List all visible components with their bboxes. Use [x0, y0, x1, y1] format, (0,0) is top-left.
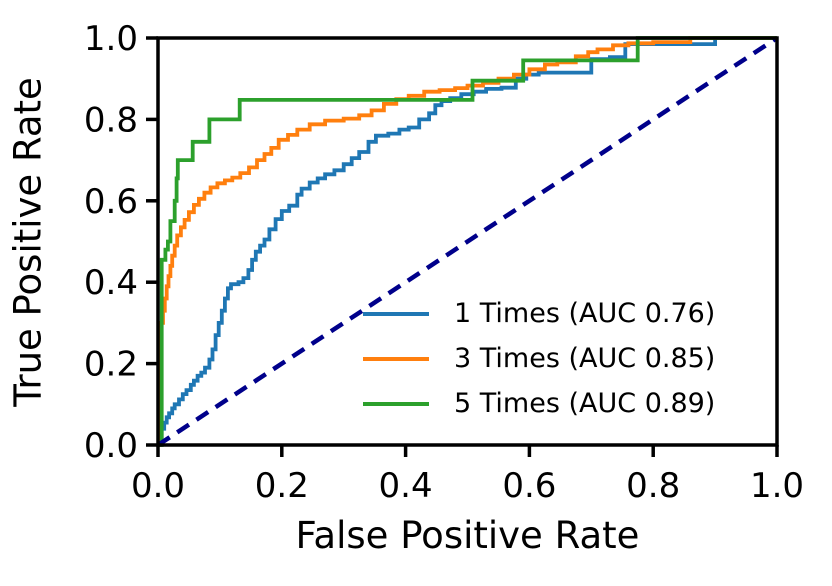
y-tick-label: 0.6	[84, 182, 138, 222]
legend-label: 3 Times (AUC 0.85)	[454, 343, 716, 374]
legend-label: 5 Times (AUC 0.89)	[454, 388, 716, 419]
legend-line-sample	[363, 356, 429, 361]
legend-item: 5 Times (AUC 0.89)	[363, 381, 715, 426]
legend-line-sample	[363, 401, 429, 406]
legend-item: 3 Times (AUC 0.85)	[363, 336, 715, 381]
y-tick-label: 0.0	[84, 426, 138, 466]
y-tick-label: 1.0	[84, 19, 138, 59]
y-axis-label: True Positive Rate	[6, 77, 50, 407]
legend-label: 1 Times (AUC 0.76)	[454, 298, 716, 329]
roc-curve-5-times	[158, 36, 777, 447]
axes-frame	[156, 36, 779, 447]
roc-curve-1-times	[158, 36, 777, 447]
legend-line-sample	[363, 311, 429, 316]
x-tick-label: 0.4	[379, 466, 433, 506]
x-tick-label: 0.2	[255, 466, 309, 506]
x-tick-label: 0.6	[502, 466, 556, 506]
legend-item: 1 Times (AUC 0.76)	[363, 291, 715, 336]
x-tick-label: 0.0	[131, 466, 185, 506]
legend: 1 Times (AUC 0.76) 3 Times (AUC 0.85) 5 Ti…	[363, 291, 715, 426]
chance-diagonal-line	[156, 36, 779, 447]
y-tick-label: 0.4	[84, 263, 138, 303]
x-axis-label: False Positive Rate	[295, 514, 640, 557]
y-tick-label: 0.8	[84, 100, 138, 140]
roc-curve-3-times	[158, 36, 777, 447]
y-tick-label: 0.2	[84, 345, 138, 385]
x-tick-label: 1.0	[750, 466, 804, 506]
x-tick-label: 0.8	[626, 466, 680, 506]
